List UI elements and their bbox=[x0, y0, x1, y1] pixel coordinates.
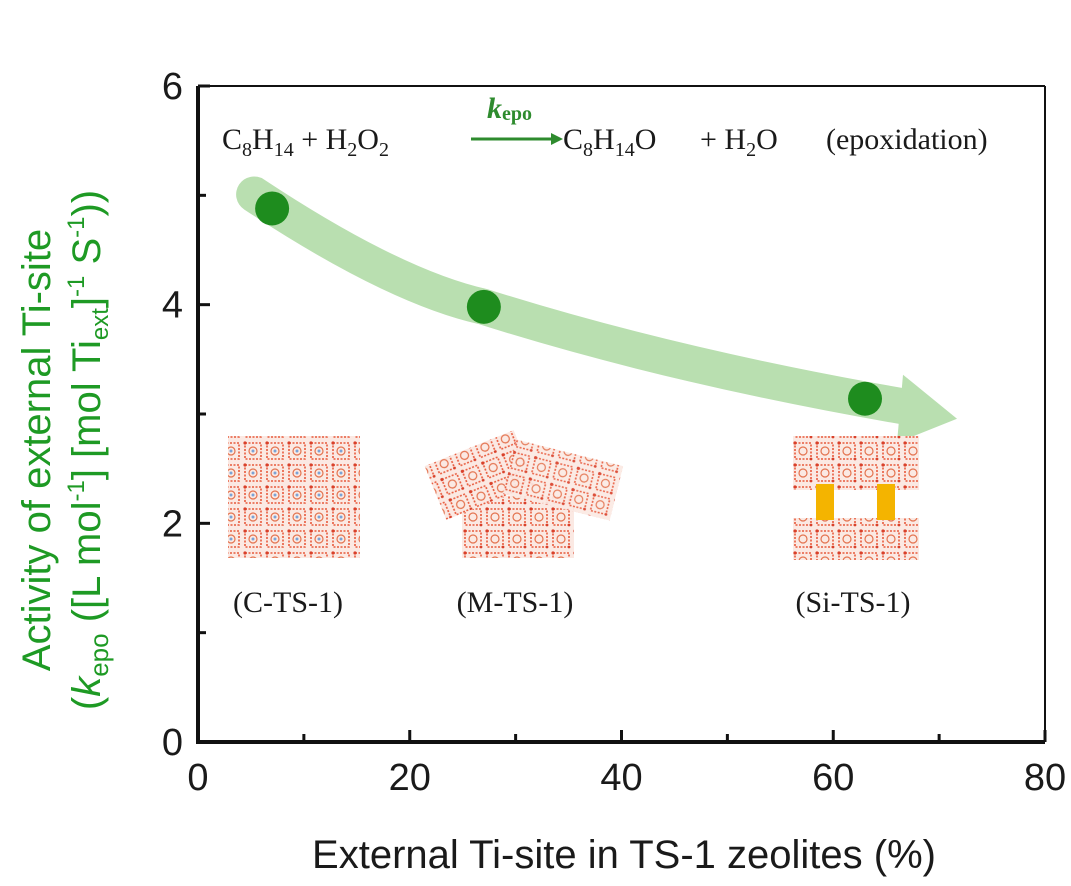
y-tick-label-4: 4 bbox=[162, 285, 183, 327]
y-axis-title-line2: (kepo ([L mol-1] [mol Tiext]-1 S-1)) bbox=[63, 190, 114, 710]
x-tick-label-0: 0 bbox=[187, 757, 208, 799]
rate-constant-label: kepo bbox=[487, 92, 532, 125]
x-tick-label-20: 20 bbox=[389, 757, 431, 799]
y-axis-title-line1: Activity of external Ti-site bbox=[15, 229, 59, 671]
y-tick-label-0: 0 bbox=[162, 722, 183, 764]
reaction-byproduct: + H2O bbox=[700, 123, 778, 161]
label-m-ts1: (M-TS-1) bbox=[457, 586, 574, 619]
data-point-m-ts1 bbox=[466, 289, 501, 324]
si-ts1-structure-image bbox=[793, 436, 919, 560]
data-series bbox=[255, 191, 883, 416]
label-c-ts1: (C-TS-1) bbox=[233, 586, 343, 619]
x-axis-title: External Ti-site in TS-1 zeolites (%) bbox=[312, 833, 936, 877]
y-tick-label-6: 6 bbox=[162, 66, 183, 108]
reaction-arrow bbox=[471, 133, 563, 145]
x-tick-label-80: 80 bbox=[1024, 757, 1066, 799]
x-tick-label-60: 60 bbox=[812, 757, 854, 799]
x-axis-ticks bbox=[196, 730, 1047, 742]
silica-pillar-right bbox=[877, 484, 895, 520]
x-tick-label-40: 40 bbox=[600, 757, 642, 799]
trend-arrow bbox=[236, 176, 958, 443]
data-point-si-ts1 bbox=[848, 381, 883, 416]
y-tick-label-2: 2 bbox=[162, 503, 183, 545]
label-si-ts1: (Si-TS-1) bbox=[796, 586, 911, 619]
reaction-product: C8H14O bbox=[563, 123, 656, 161]
m-ts1-structure-image bbox=[424, 430, 624, 558]
data-point-c-ts1 bbox=[255, 191, 290, 226]
trend-arrowhead bbox=[897, 374, 958, 443]
silica-pillar-left bbox=[816, 484, 834, 520]
y-axis-ticks bbox=[198, 84, 210, 744]
c-ts1-structure-image bbox=[228, 436, 360, 558]
trend-band bbox=[236, 176, 924, 425]
reaction-note: (epoxidation) bbox=[826, 123, 988, 156]
reaction-equation: C8H14 + H2O2 bbox=[222, 123, 389, 161]
